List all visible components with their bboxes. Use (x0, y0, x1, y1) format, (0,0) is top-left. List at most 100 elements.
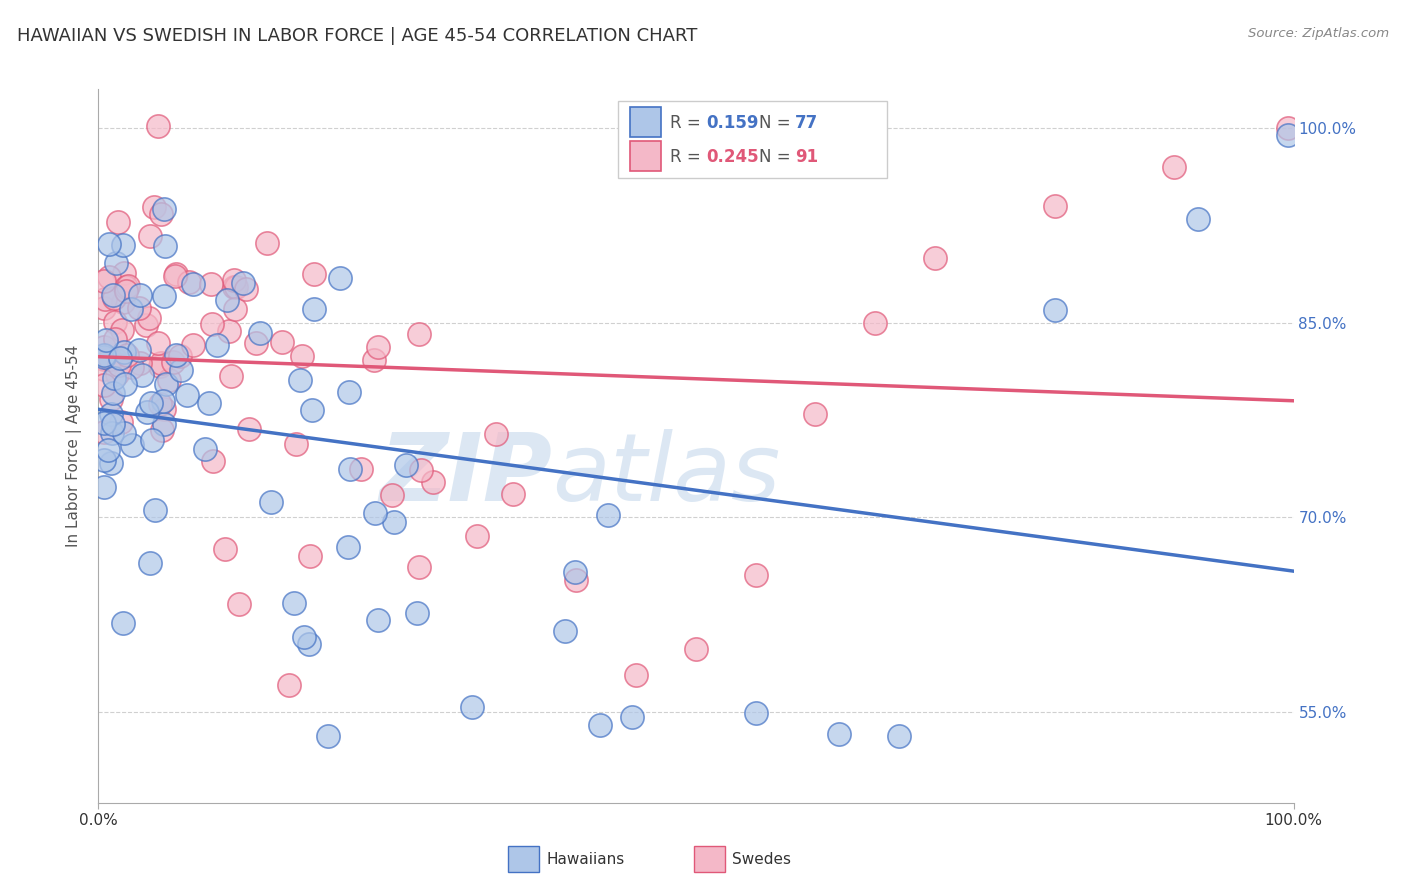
Point (155, 239, 177, 253)
Point (201, 318, 224, 332)
Point (152, 393, 174, 408)
Point (1277, 128, 1299, 142)
Point (104, 255, 127, 269)
Point (150, 207, 173, 221)
Point (146, 336, 169, 351)
Point (98, 351, 121, 366)
Point (224, 273, 246, 287)
Text: N =: N = (759, 114, 796, 132)
Point (169, 349, 191, 363)
Point (121, 438, 143, 452)
Text: R =: R = (669, 148, 706, 166)
Point (101, 288, 124, 302)
Point (157, 373, 180, 387)
Point (336, 541, 359, 555)
Point (112, 615, 135, 630)
Point (382, 515, 405, 529)
Point (114, 425, 136, 440)
Point (104, 332, 127, 346)
Point (422, 475, 444, 489)
Point (97, 270, 120, 285)
Point (112, 238, 135, 252)
Text: HAWAIIAN VS SWEDISH IN LABOR FORCE | AGE 45-54 CORRELATION CHART: HAWAIIAN VS SWEDISH IN LABOR FORCE | AGE… (17, 27, 697, 45)
Point (1277, 121, 1299, 136)
Point (205, 338, 228, 352)
Point (129, 288, 152, 302)
Point (271, 335, 294, 350)
Point (117, 279, 139, 293)
Point (93, 274, 115, 288)
Point (93, 347, 115, 361)
Point (256, 235, 278, 250)
Point (94, 333, 117, 347)
Text: N =: N = (759, 148, 796, 166)
Point (304, 268, 326, 282)
Point (94, 292, 117, 306)
Point (304, 301, 326, 316)
Point (153, 289, 176, 303)
Point (288, 373, 311, 387)
Point (104, 352, 127, 367)
Point (461, 699, 484, 714)
Point (112, 295, 135, 310)
Point (101, 385, 124, 400)
Point (114, 377, 136, 392)
Point (108, 358, 131, 372)
Point (97, 443, 120, 458)
Text: R =: R = (669, 114, 706, 132)
Point (238, 422, 260, 436)
Point (201, 454, 224, 468)
Point (155, 376, 177, 391)
Point (129, 356, 152, 370)
Point (301, 403, 323, 417)
Point (502, 487, 524, 501)
Point (406, 606, 429, 620)
Point (98, 237, 121, 252)
Y-axis label: In Labor Force | Age 45-54: In Labor Force | Age 45-54 (66, 345, 83, 547)
Point (93, 340, 115, 354)
Point (197, 396, 219, 410)
Point (139, 396, 162, 410)
Point (367, 613, 389, 627)
Point (177, 275, 200, 289)
Point (149, 397, 172, 411)
Point (828, 726, 851, 740)
Point (93, 480, 115, 494)
Text: 91: 91 (796, 148, 818, 166)
Point (225, 279, 247, 293)
Point (291, 349, 314, 363)
Point (115, 284, 138, 298)
Point (408, 560, 430, 574)
Point (598, 508, 620, 523)
Point (152, 202, 174, 217)
Point (93, 378, 115, 392)
Point (865, 316, 887, 330)
Point (224, 302, 246, 317)
Point (367, 340, 389, 354)
Point (316, 729, 339, 743)
Point (100, 408, 122, 422)
Point (235, 282, 257, 296)
Point (165, 267, 187, 281)
Point (685, 641, 707, 656)
Point (285, 437, 308, 451)
Point (249, 326, 271, 341)
Point (114, 280, 136, 294)
Text: 77: 77 (796, 114, 818, 132)
Point (409, 463, 432, 477)
Point (139, 556, 162, 570)
Point (114, 345, 136, 359)
Point (93, 301, 115, 315)
Point (93, 362, 115, 376)
Point (101, 417, 124, 432)
Point (745, 568, 768, 582)
Point (200, 277, 222, 292)
Point (465, 529, 488, 543)
Point (111, 322, 134, 336)
Point (259, 495, 281, 509)
Point (162, 354, 184, 368)
Point (350, 462, 373, 476)
Point (394, 458, 416, 472)
FancyBboxPatch shape (509, 847, 540, 872)
Point (165, 348, 187, 362)
